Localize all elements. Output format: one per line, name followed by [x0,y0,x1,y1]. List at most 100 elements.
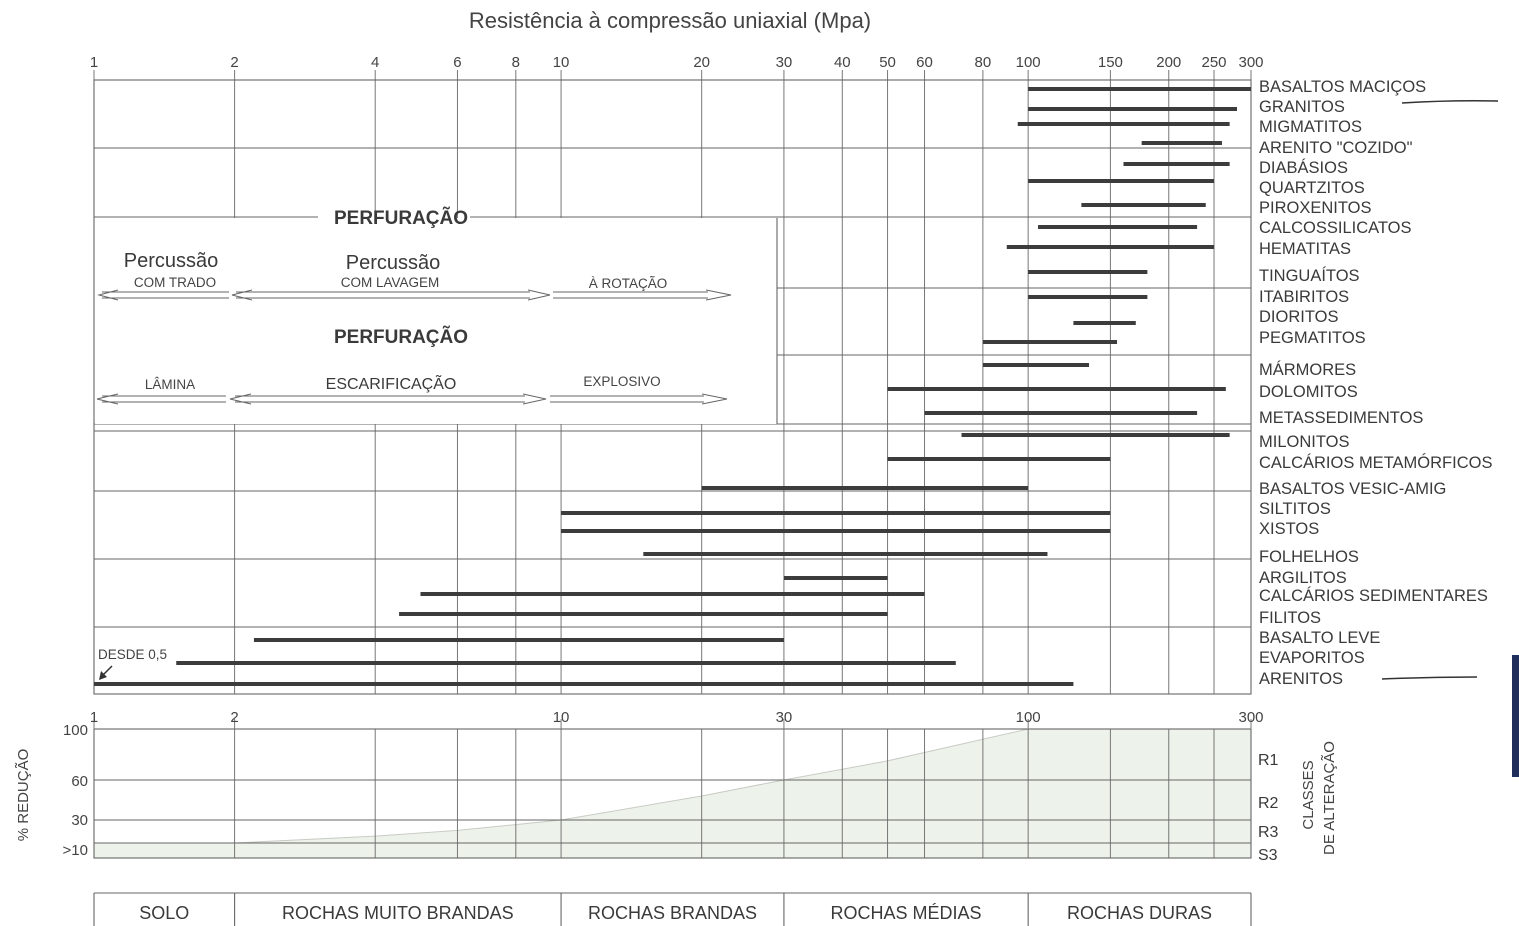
ripping-label: ESCARIFICAÇÃO [326,373,457,393]
alteration-label-2: DE ALTERAÇÃO [1321,741,1338,855]
top-tick-label-4: 4 [371,54,379,71]
top-tick-label-6: 6 [453,54,461,71]
category-label-3: ROCHAS MÉDIAS [831,903,982,923]
rock-label-7: CALCOSSILICATOS [1259,219,1412,237]
drilling-annotations: PERFURAÇÃO Percussão COM TRADO Percussão… [96,207,732,405]
desde-note-arrow [99,665,113,680]
main-frame [93,79,1252,695]
rock-label-24: FILITOS [1259,609,1321,627]
arrow-ripping [229,393,547,405]
rock-label-13: MÁRMORES [1259,360,1356,379]
alteration-label-1: CLASSES [1300,760,1317,829]
chart-title: Resistência à compressão uniaxial (Mpa) [469,8,871,33]
top-tick-label-8: 8 [512,54,520,71]
class-r2: R2 [1258,795,1279,812]
rock-label-22: ARGILITOS [1259,569,1347,587]
percussion-2-label: Percussão [346,252,441,274]
top-tick-label-30: 30 [776,54,793,71]
rock-label-19: SILTITOS [1259,500,1331,518]
rock-label-6: PIROXENITOS [1259,199,1371,217]
reduction-fill-area [93,728,1252,859]
reduction-ticks-60: 60 [71,773,88,790]
top-tick-label-80: 80 [975,54,992,71]
class-s3: S3 [1258,847,1278,864]
rock-label-12: PEGMATITOS [1259,329,1366,347]
top-tick-label-200: 200 [1156,54,1181,71]
percussion-1-sub: COM TRADO [134,275,216,290]
category-label-0: SOLO [139,903,189,923]
category-label-2: ROCHAS BRANDAS [588,903,757,923]
reduction-h-grid [94,779,1251,844]
rock-label-26: EVAPORITOS [1259,649,1365,667]
rock-label-27: ARENITOS [1259,670,1343,688]
rock-label-2: MIGMATITOS [1259,118,1362,136]
rock-name-labels: BASALTOS MACIÇOS GRANITOS MIGMATITOS ARENIT… [1259,78,1492,688]
rock-label-25: BASALTO LEVE [1259,629,1380,647]
top-tick-label-40: 40 [834,54,851,71]
rock-label-17: CALCÁRIOS METAMÓRFICOS [1259,453,1492,472]
rock-label-0: BASALTOS MACIÇOS [1259,78,1426,96]
reduction-ticks-100: 100 [63,722,88,739]
reduction-ticks-30: 30 [71,812,88,829]
arrow-percussion-trado [97,289,229,301]
rock-label-4: DIABÁSIOS [1259,158,1348,177]
reduction-frame [93,728,1252,859]
percussion-1-label: Percussão [124,250,219,272]
drilling-title-2: PERFURAÇÃO [334,326,468,348]
top-tick-label-100: 100 [1016,54,1041,71]
strength-categories: SOLO ROCHAS MUITO BRANDAS ROCHAS BRANDAS RO… [93,892,1252,926]
bottom-tick-label-300: 300 [1238,709,1263,726]
arrow-percussion-lavagem [231,289,551,301]
hand-mark-top [1401,100,1499,104]
rock-label-3: ARENITO "COZIDO" [1259,139,1413,157]
bottom-tick-label-2: 2 [230,709,238,726]
drilling-title-1: PERFURAÇÃO [334,207,468,229]
rock-label-16: MILONITOS [1259,433,1349,451]
bottom-tick-label-100: 100 [1016,709,1041,726]
top-tick-labels: 1 2 4 6 8 10 20 30 40 50 60 80 100 150 200 250 300 [90,54,1264,71]
arrow-blade [96,393,226,405]
arrow-explosive [550,393,728,405]
top-tick-label-1: 1 [90,54,98,71]
percussion-2-sub: COM LAVAGEM [341,275,440,290]
rock-label-20: XISTOS [1259,520,1319,538]
rock-label-15: METASSEDIMENTOS [1259,409,1423,427]
reduction-axis-label: % REDUÇÃO [15,749,32,842]
drilling-panel [95,218,777,424]
rotation-label: À ROTAÇÃO [589,276,668,291]
top-tick-label-20: 20 [693,54,710,71]
bottom-tick-label-10: 10 [553,709,570,726]
rock-label-11: DIORITOS [1259,308,1338,326]
top-tick-label-300: 300 [1238,54,1263,71]
top-tick-label-50: 50 [879,54,896,71]
class-r3: R3 [1258,824,1279,841]
bottom-vertical-grid [234,729,1215,858]
top-tick-label-250: 250 [1202,54,1227,71]
bottom-tick-label-1: 1 [90,709,98,726]
category-label-1: ROCHAS MUITO BRANDAS [282,903,514,923]
edge-accent-bar [1512,655,1519,777]
blade-label: LÂMINA [145,377,195,392]
desde-note: DESDE 0,5 [98,647,167,662]
class-r1: R1 [1258,752,1279,769]
top-tick-label-10: 10 [553,54,570,71]
arrow-rotation [553,289,732,301]
rock-label-1: GRANITOS [1259,98,1345,116]
rock-label-10: ITABIRITOS [1259,288,1349,306]
explosive-label: EXPLOSIVO [583,374,660,389]
rock-label-21: FOLHELHOS [1259,548,1359,566]
reduction-ticks-10: >10 [63,842,88,859]
top-tick-label-2: 2 [230,54,238,71]
rock-range-bars [94,87,1251,686]
category-label-4: ROCHAS DURAS [1067,903,1212,923]
bottom-tick-label-30: 30 [776,709,793,726]
top-tick-label-150: 150 [1098,54,1123,71]
top-tick-label-60: 60 [916,54,933,71]
bottom-tick-labels: 1 2 10 30 100 300 [90,709,1264,729]
rock-label-23: CALCÁRIOS SEDIMENTARES [1259,586,1488,605]
rock-label-18: BASALTOS VESIC-AMIG [1259,480,1446,498]
rock-label-9: TINGUAÍTOS [1259,266,1360,285]
hand-mark-bottom [1381,676,1478,680]
rock-label-5: QUARTZITOS [1259,179,1365,197]
